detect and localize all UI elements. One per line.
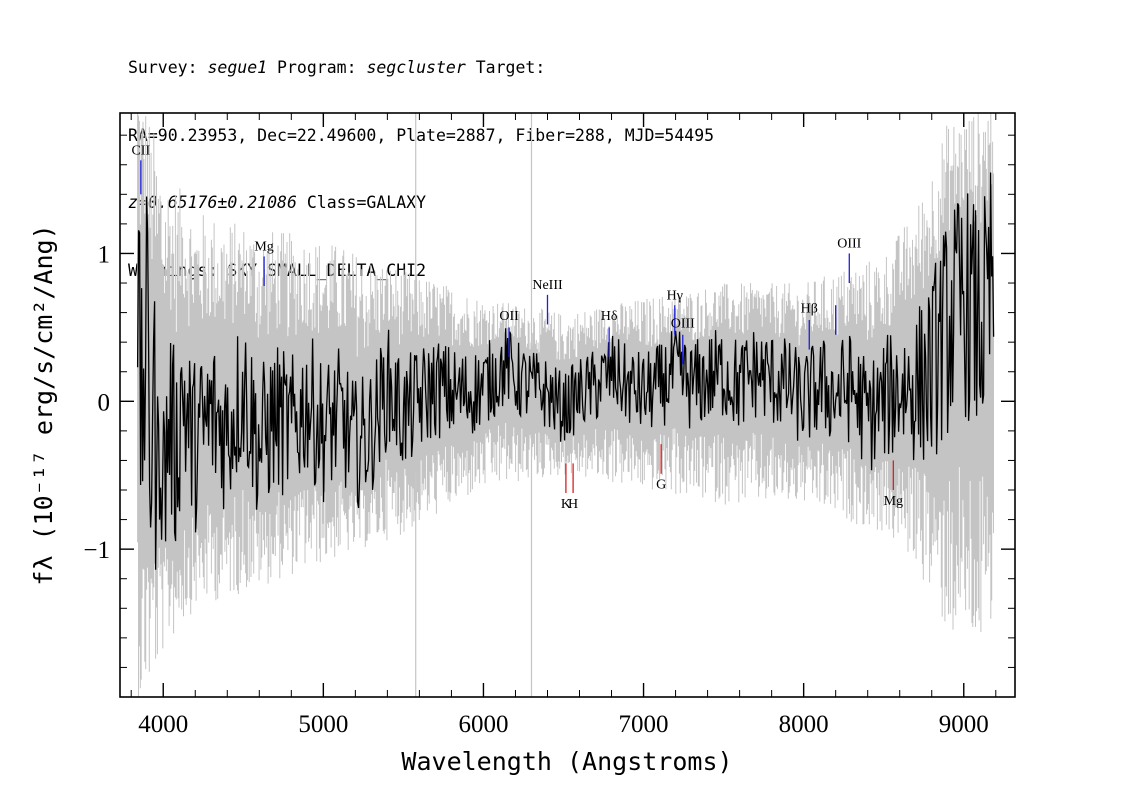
- y-tick-label: −1: [83, 537, 110, 564]
- absorption-line-label: K: [561, 497, 571, 512]
- y-tick-label: 1: [98, 241, 111, 268]
- program-label: Program:: [267, 58, 367, 77]
- header-line-redshift: z=0.65176±0.21086 Class=GALAXY: [128, 192, 714, 215]
- y-tick-label: 0: [98, 389, 111, 416]
- header-line-survey: Survey: segue1 Program: segcluster Targe…: [128, 57, 714, 80]
- program-value: segcluster: [366, 58, 466, 77]
- target-label: Target:: [465, 58, 546, 77]
- y-axis-title: fλ (10⁻¹⁷ erg/s/cm²/Ang): [29, 224, 58, 585]
- plot-frame: [119, 112, 1016, 698]
- flux-series: [136, 172, 995, 570]
- emission-line-label: OII: [499, 309, 519, 324]
- survey-label: Survey:: [128, 58, 208, 77]
- x-tick-label: 7000: [619, 711, 669, 738]
- x-tick-label: 5000: [298, 711, 348, 738]
- emission-line-label: Mg: [254, 239, 273, 254]
- emission-line-label: OIII: [837, 237, 861, 252]
- x-tick-label: 8000: [779, 711, 829, 738]
- x-tick-label: 6000: [458, 711, 508, 738]
- axes: 4000 5000 6000 7000 8000 9000 −1 0 1: [83, 113, 1015, 738]
- emission-line-label: Hγ: [667, 288, 683, 303]
- absorption-line-label: Mg: [884, 494, 903, 509]
- absorption-line-label: H: [568, 497, 578, 512]
- x-tick-label: 9000: [939, 711, 989, 738]
- emission-line-label: OIII: [671, 316, 695, 331]
- emission-line-label: Hδ: [601, 309, 618, 324]
- emission-line-label: NeIII: [532, 278, 563, 293]
- line-markers: CII Mg OII NeIII Hδ Hγ OIII Hβ OIII KH G Mg: [131, 143, 903, 511]
- x-tick-label: 4000: [138, 711, 188, 738]
- sky-spikes: [415, 113, 533, 697]
- redshift-value: z=0.65176±0.21086: [128, 193, 297, 212]
- flux-line: [136, 172, 995, 570]
- emission-line-label: Hβ: [801, 302, 818, 317]
- x-axis-title: Wavelength (Angstroms): [401, 747, 732, 776]
- class-value: Class=GALAXY: [296, 193, 427, 212]
- emission-line-label: CII: [131, 143, 150, 158]
- absorption-line-label: G: [656, 478, 666, 493]
- header-line-coordinates: RA=90.23953, Dec=22.49600, Plate=2887, F…: [128, 125, 715, 145]
- survey-value: segue1: [207, 58, 268, 77]
